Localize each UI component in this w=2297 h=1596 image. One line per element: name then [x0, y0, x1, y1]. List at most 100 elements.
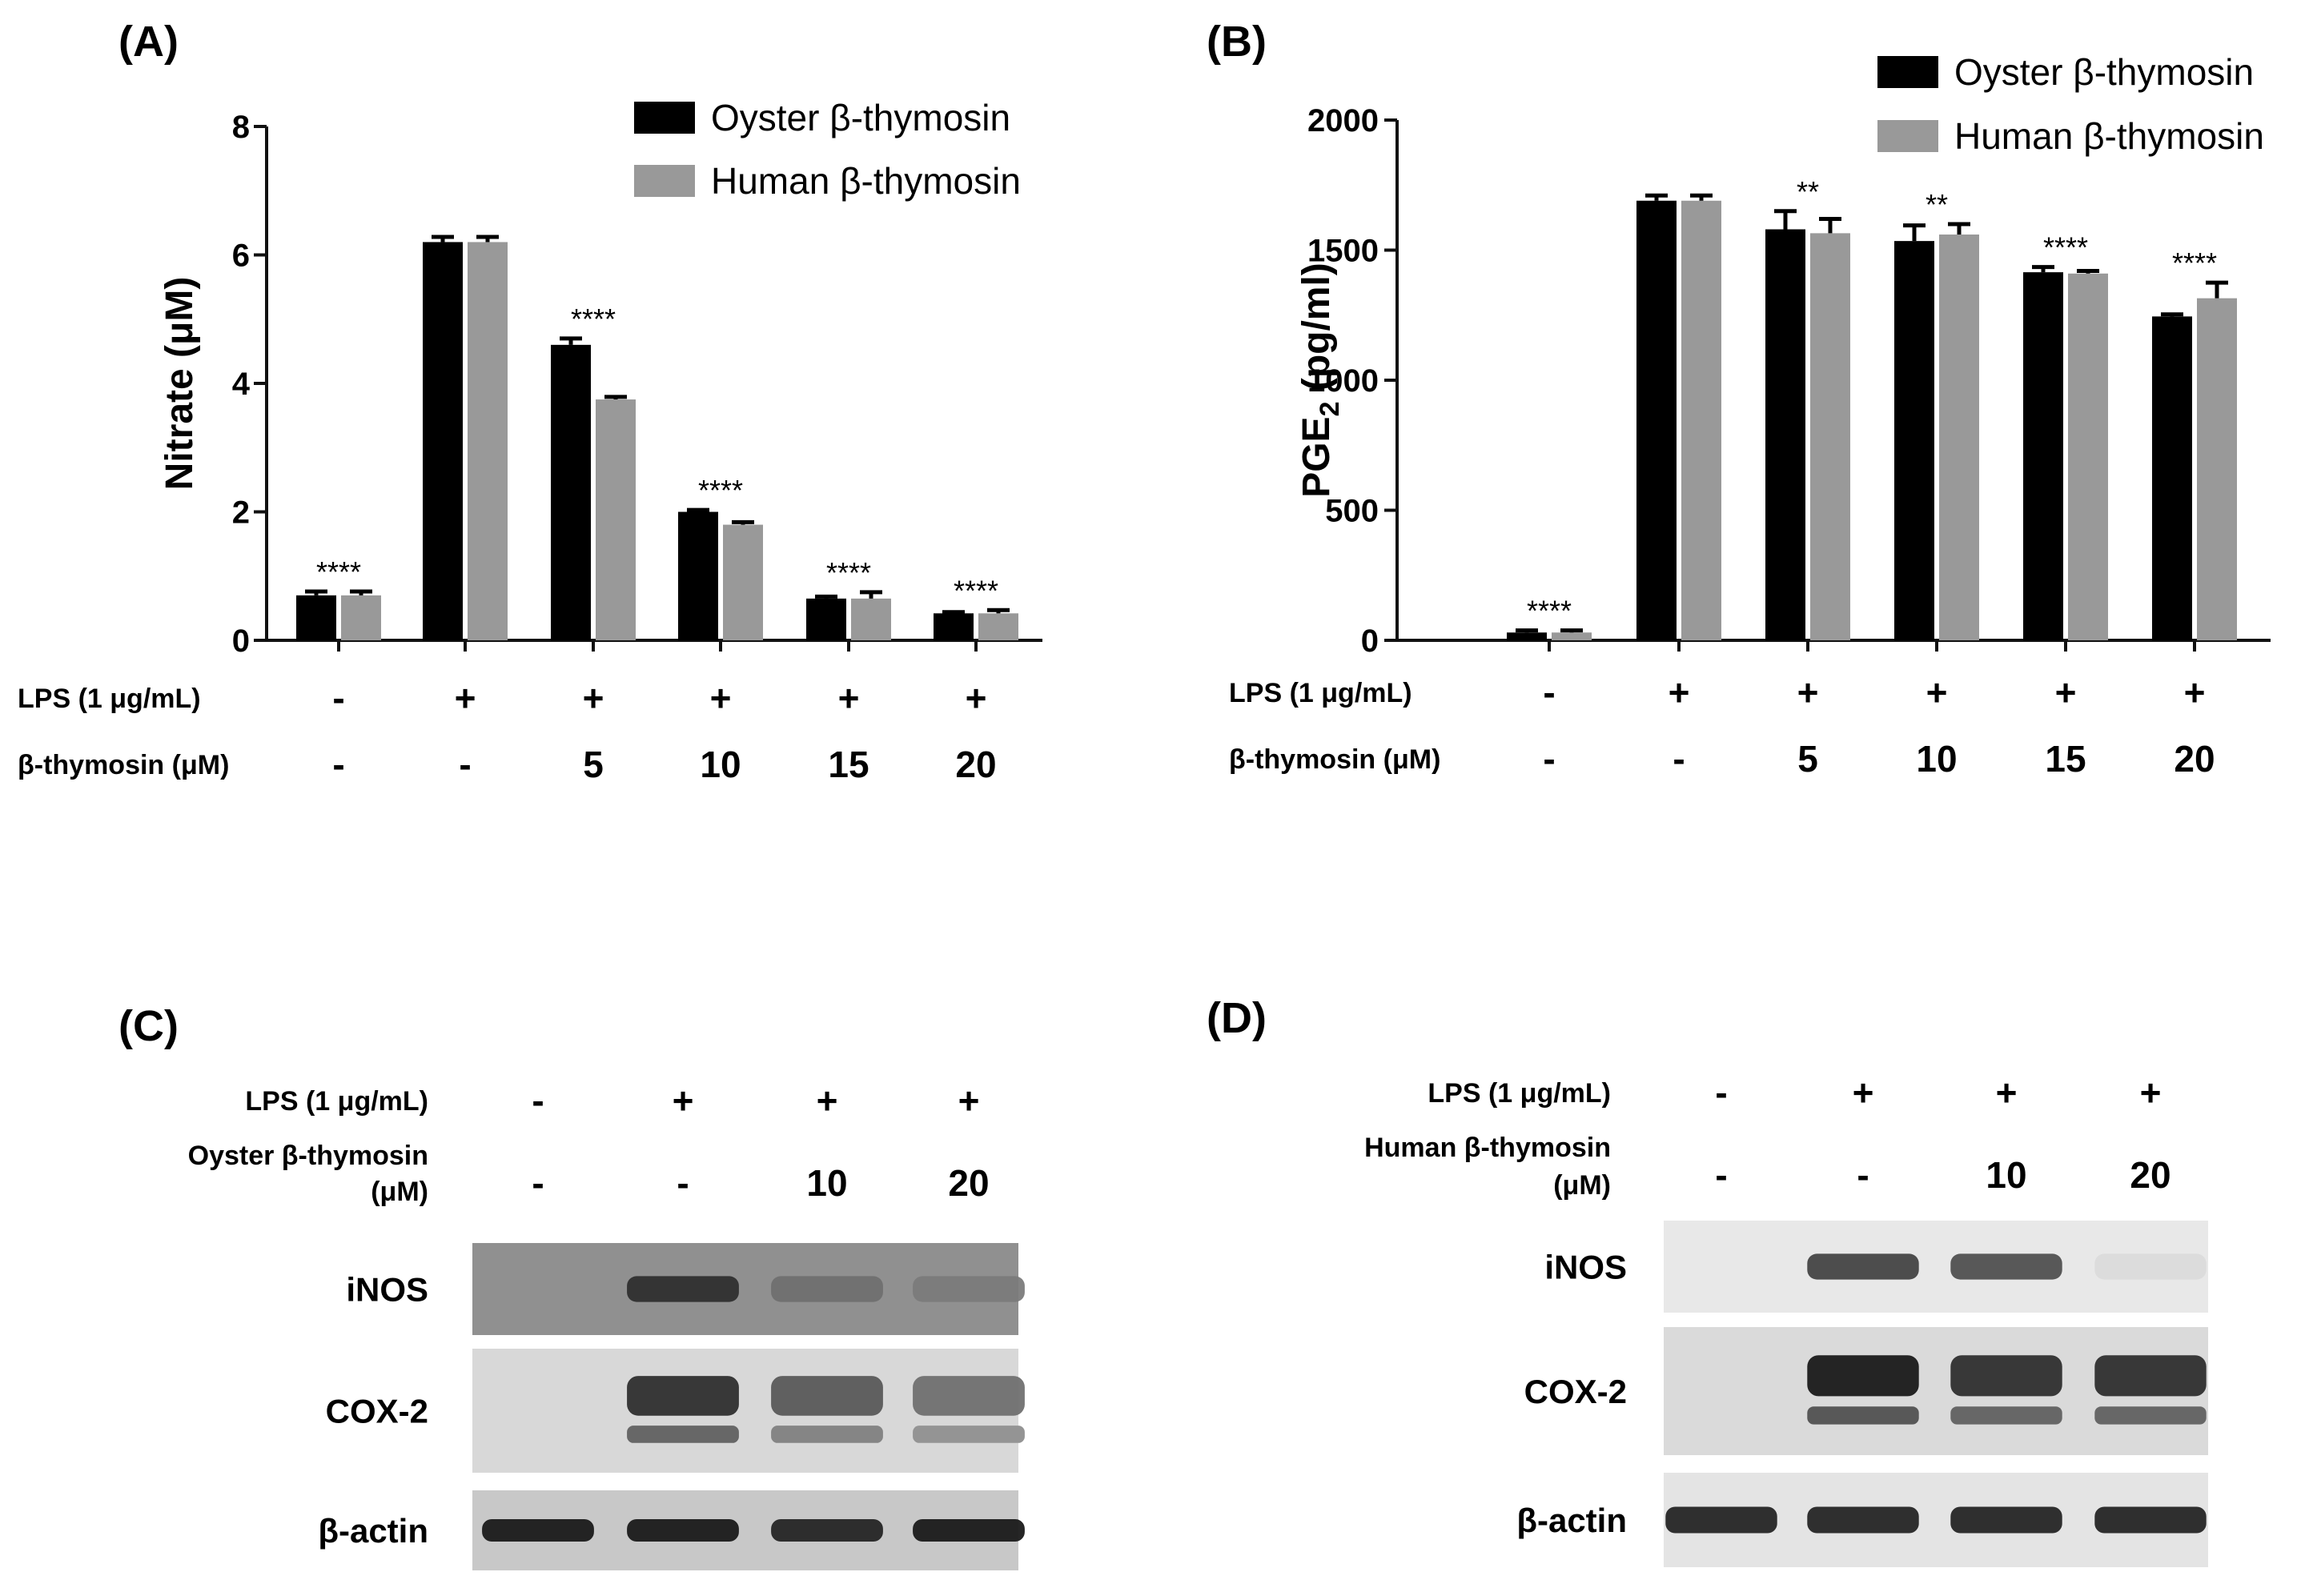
blot-band-lower: [2094, 1406, 2207, 1425]
panel-letter: (B): [1207, 18, 1267, 66]
y-tick-label: 1500: [1307, 234, 1379, 269]
bar-human-5: [2197, 298, 2237, 640]
significance-label: ****: [954, 574, 998, 607]
bar-human-3: [723, 524, 763, 640]
bar-human-2: [1810, 233, 1850, 640]
legend-label: Human β-thymosin: [1954, 115, 2264, 157]
condition-value: 15: [2045, 738, 2086, 780]
condition-value: +: [2184, 672, 2206, 713]
significance-label: ****: [316, 555, 361, 588]
blot-band: [2094, 1506, 2207, 1534]
legend-label: Human β-thymosin: [711, 160, 1021, 202]
bar-human-1: [1681, 200, 1721, 640]
lps-value: -: [532, 1080, 544, 1121]
blot-band: [1950, 1253, 2062, 1280]
treatment-value: 10: [806, 1162, 847, 1204]
bar-oyster-3: [1894, 241, 1934, 640]
lps-label: LPS (1 μg/mL): [1428, 1078, 1611, 1109]
lps-value: +: [1996, 1072, 2018, 1113]
condition-value: +: [583, 677, 604, 719]
condition-value: 20: [2174, 738, 2215, 780]
bar-oyster-5: [934, 613, 974, 640]
blot-band-lower: [771, 1426, 883, 1443]
blot-band: [1665, 1506, 1777, 1534]
significance-label: ****: [1527, 595, 1572, 628]
significance-label: **: [1926, 188, 1948, 221]
blot-row-label: β-actin: [1516, 1502, 1627, 1539]
blot-row-label: COX-2: [326, 1393, 428, 1430]
treatment-value: 10: [1986, 1154, 2026, 1196]
bar-human-4: [851, 598, 891, 640]
blot-band: [1807, 1253, 1919, 1280]
condition-value: +: [838, 677, 860, 719]
blot-band: [627, 1276, 739, 1302]
blot-band: [771, 1519, 883, 1542]
condition-value: 20: [955, 744, 996, 785]
y-axis-label-unit: (pg/ml): [1295, 263, 1338, 401]
condition-row-label: LPS (1 μg/mL): [18, 684, 201, 714]
treatment-value: -: [1857, 1154, 1869, 1196]
treatment-label: Oyster β-thymosin: [188, 1141, 428, 1171]
condition-value: -: [459, 744, 471, 785]
condition-value: +: [710, 677, 732, 719]
bar-human-5: [978, 613, 1018, 640]
legend-label: Oyster β-thymosin: [711, 97, 1010, 138]
blot-band: [1950, 1506, 2062, 1534]
bar-human-0: [1552, 632, 1592, 640]
bar-oyster-3: [678, 511, 718, 640]
y-tick-label: 2: [232, 495, 250, 531]
bar-human-0: [341, 595, 381, 640]
bar-oyster-4: [806, 598, 846, 640]
lps-label: LPS (1 μg/mL): [245, 1086, 428, 1117]
y-tick-label: 2000: [1307, 103, 1379, 138]
condition-row-label: β-thymosin (μM): [1229, 744, 1440, 775]
significance-label: ****: [2172, 247, 2217, 279]
significance-label: ****: [826, 556, 871, 589]
treatment-label: Human β-thymosin: [1364, 1133, 1611, 1163]
treatment-unit-label: (μM): [1553, 1170, 1611, 1201]
blot-panel-0: (C) LPS (1 μg/mL) - + + + Oyster β-thymosin (μM…: [118, 1002, 1025, 1570]
condition-value: -: [1673, 738, 1685, 780]
bar-oyster-5: [2152, 316, 2192, 640]
treatment-value: 20: [948, 1162, 989, 1204]
blot-band: [482, 1519, 594, 1542]
blot-band: [2094, 1253, 2207, 1280]
blot-band: [913, 1519, 1025, 1542]
condition-value: +: [966, 677, 987, 719]
condition-value: 5: [1797, 738, 1818, 780]
bar-human-3: [1939, 235, 1979, 640]
significance-label: ****: [571, 303, 616, 335]
bar-oyster-0: [1507, 632, 1547, 640]
treatment-unit-label: (μM): [371, 1177, 428, 1207]
y-tick-label: 8: [232, 110, 250, 145]
bar-human-1: [468, 242, 508, 640]
condition-value: +: [2055, 672, 2077, 713]
y-axis-label-subscript: 2: [1315, 402, 1345, 417]
blot-band-upper: [627, 1376, 739, 1416]
y-tick-label: 0: [232, 624, 250, 659]
legend-swatch: [1877, 56, 1938, 88]
blot-row-label: iNOS: [346, 1271, 428, 1309]
bar-oyster-1: [1636, 200, 1677, 640]
condition-row-label: LPS (1 μg/mL): [1229, 678, 1412, 708]
legend-swatch: [634, 102, 695, 134]
legend-label: Oyster β-thymosin: [1954, 51, 2254, 93]
blot-band-lower: [627, 1426, 739, 1443]
y-axis-label: PGE2 (pg/ml): [1295, 263, 1345, 498]
blot-band: [913, 1276, 1025, 1302]
blot-row-label: COX-2: [1524, 1373, 1627, 1410]
lps-value: +: [817, 1080, 838, 1121]
blot-panel-1: (D) LPS (1 μg/mL) - + + + Human β-thymosin (μM)…: [1207, 994, 2208, 1567]
condition-value: -: [1543, 738, 1555, 780]
condition-value: +: [1797, 672, 1819, 713]
blot-band-lower: [1807, 1406, 1919, 1425]
treatment-value: -: [532, 1162, 544, 1204]
y-axis-label-main: PGE: [1295, 416, 1338, 497]
condition-value: 10: [700, 744, 741, 785]
bar-human-2: [596, 399, 636, 640]
blot-band-upper: [913, 1376, 1025, 1416]
blot-band: [771, 1276, 883, 1302]
condition-value: -: [332, 677, 344, 719]
blot-band-lower: [1950, 1406, 2062, 1425]
